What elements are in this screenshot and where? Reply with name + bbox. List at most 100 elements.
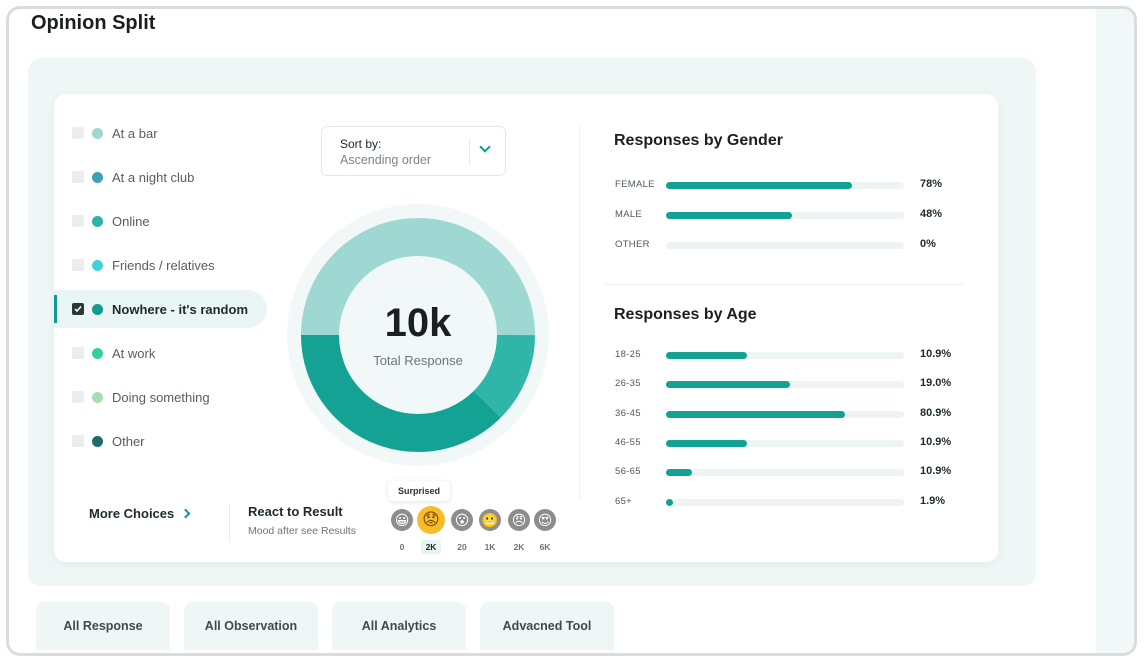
tab-all-response[interactable]: All Response: [36, 602, 170, 650]
bar-track: [666, 410, 904, 418]
legend-item[interactable]: Online: [54, 202, 269, 240]
divider: [605, 284, 963, 285]
legend-dot: [92, 303, 103, 315]
legend-item[interactable]: Friends / relatives: [54, 246, 269, 284]
check-icon: [74, 306, 82, 313]
bar-fill: [666, 182, 852, 189]
checkbox[interactable]: [72, 215, 84, 227]
emoji-count: 0: [399, 542, 405, 552]
bar-track: [666, 212, 904, 219]
sort-value: Ascending order: [340, 153, 432, 167]
legend-dot: [92, 171, 103, 183]
bar-fill: [666, 498, 674, 506]
row-label: 36-45: [615, 407, 641, 419]
divider: [229, 504, 230, 542]
response-row: 18-25 10.9%: [615, 347, 955, 363]
checkbox[interactable]: [72, 391, 84, 403]
legend-label: At work: [112, 345, 156, 361]
row-label: 56-65: [615, 466, 641, 478]
bar-track: [666, 469, 904, 477]
response-row: 46-55 10.9%: [615, 435, 955, 451]
checkbox[interactable]: [72, 171, 84, 183]
legend-dot: [92, 347, 103, 359]
row-value: 78%: [920, 178, 943, 190]
row-value: 19.0%: [920, 377, 952, 390]
worried-face-icon[interactable]: 😟: [417, 506, 445, 534]
surprised-face-icon[interactable]: 😮: [451, 509, 473, 531]
divider: [579, 124, 580, 499]
row-label: 65+: [615, 495, 633, 507]
emoji-count: 6K: [539, 542, 551, 552]
heart-eyes-face-icon[interactable]: 😍: [534, 509, 556, 531]
emoji-count: 20: [457, 542, 467, 552]
grinning-face-icon[interactable]: 😀: [391, 509, 413, 531]
bar-fill: [666, 352, 747, 359]
donut-segment: [301, 218, 535, 452]
response-row: 36-45 80.9%: [615, 406, 955, 422]
response-row: 26-35 19.0%: [615, 376, 955, 392]
emoji-count: 2K: [513, 542, 525, 552]
emoji-count: 1K: [484, 542, 496, 552]
donut-segment: [301, 218, 535, 452]
legend-item[interactable]: Doing something: [54, 378, 269, 416]
legend-dot: [92, 391, 103, 403]
tab-all-analytics[interactable]: All Analytics: [332, 602, 466, 650]
bar-track: [666, 498, 904, 506]
gender-title: Responses by Gender: [614, 132, 783, 149]
bar-track: [666, 352, 904, 359]
legend-item[interactable]: At a night club: [54, 158, 269, 196]
bar-track: [666, 381, 904, 389]
emoji-count: 2K: [421, 540, 441, 554]
legend-item[interactable]: At work: [54, 334, 269, 372]
checkbox[interactable]: [72, 347, 84, 359]
more-choices-link[interactable]: More Choices: [89, 506, 191, 521]
grimacing-face-icon[interactable]: 😬: [479, 509, 501, 531]
page-title: Opinion Split: [31, 12, 156, 34]
react-subtitle: Mood after see Results: [248, 525, 356, 537]
legend-item[interactable]: At a bar: [54, 114, 269, 152]
react-title: React to Result: [248, 504, 343, 519]
legend-label: Nowhere - it's random: [112, 301, 248, 317]
legend-item-selected[interactable]: Nowhere - it's random: [54, 290, 267, 328]
bar-track: [666, 242, 904, 249]
legend-label: Friends / relatives: [112, 257, 215, 273]
checkbox[interactable]: [72, 127, 84, 139]
legend-label: Doing something: [112, 389, 210, 405]
bar-fill: [666, 381, 790, 389]
checkbox-checked[interactable]: [72, 303, 84, 315]
tab-advanced-tool[interactable]: Advacned Tool: [480, 602, 614, 650]
legend-list: At a bar At a night club Online Friends …: [54, 114, 269, 466]
donut-svg: [301, 218, 535, 452]
row-label: MALE: [615, 209, 643, 220]
divider: [469, 139, 470, 165]
emoji-tooltip: Surprised: [388, 481, 450, 501]
bar-track: [666, 439, 904, 447]
opinion-card: At a bar At a night club Online Friends …: [54, 94, 998, 562]
checkbox[interactable]: [72, 259, 84, 271]
legend-dot: [92, 435, 103, 447]
bar-fill: [666, 469, 693, 477]
chevron-down-icon[interactable]: [479, 141, 491, 153]
tab-all-observation[interactable]: All Observation: [184, 602, 318, 650]
row-value: 48%: [920, 208, 943, 220]
checkbox[interactable]: [72, 435, 84, 447]
legend-label: At a bar: [112, 125, 158, 141]
row-value: 10.9%: [920, 465, 952, 478]
response-row: MALE 48%: [615, 207, 955, 223]
legend-label: At a night club: [112, 169, 195, 185]
total-label: Total Response: [373, 352, 463, 368]
legend-label: Online: [112, 213, 150, 229]
bar-fill: [666, 410, 845, 418]
row-label: 46-55: [615, 436, 641, 448]
donut-center: 10k Total Response: [287, 204, 549, 466]
sort-dropdown[interactable]: Sort by: Ascending order: [321, 126, 506, 176]
row-value: 10.9%: [920, 435, 952, 448]
right-scroll-strip: [1096, 9, 1134, 653]
response-row: FEMALE 78%: [615, 177, 955, 193]
legend-item[interactable]: Other: [54, 422, 269, 460]
response-row: 56-65 10.9%: [615, 464, 955, 480]
row-label: 18-25: [615, 349, 641, 360]
response-row: OTHER 0%: [615, 237, 955, 253]
angry-face-icon[interactable]: 😠: [508, 509, 530, 531]
donut-chart: 10k Total Response: [287, 204, 549, 466]
